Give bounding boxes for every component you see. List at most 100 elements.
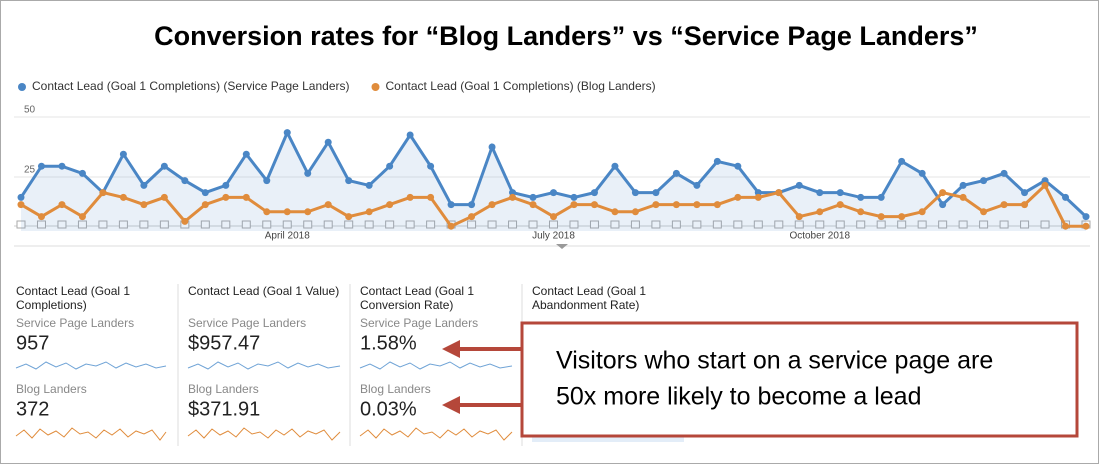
- data-point: [99, 189, 107, 197]
- data-point: [939, 189, 947, 197]
- data-point: [939, 201, 947, 209]
- data-point: [713, 157, 721, 165]
- annotation-icon: [16, 220, 26, 229]
- data-point: [58, 162, 66, 170]
- data-point: [590, 189, 598, 197]
- data-point: [365, 208, 373, 216]
- data-point: [529, 193, 537, 201]
- sparkline: [359, 361, 513, 370]
- annotation-icon: [917, 220, 927, 229]
- annotation-icon: [364, 220, 374, 229]
- data-point: [324, 201, 332, 209]
- data-point: [672, 169, 680, 177]
- annotation-icon: [344, 220, 354, 229]
- data-point: [181, 217, 189, 225]
- data-point: [160, 193, 168, 201]
- data-point: [1000, 201, 1008, 209]
- data-point: [17, 193, 25, 201]
- data-point: [754, 189, 762, 197]
- data-point: [1021, 201, 1029, 209]
- sparkline: [359, 427, 513, 441]
- data-point: [918, 208, 926, 216]
- x-tick-label: October 2018: [789, 231, 850, 242]
- annotation-icon: [241, 220, 251, 229]
- legend-swatch: [18, 83, 26, 91]
- annotation-icon: [815, 220, 825, 229]
- data-point: [795, 181, 803, 189]
- card-header: Abandonment Rate): [532, 298, 639, 312]
- data-point: [754, 193, 762, 201]
- y-tick-label: 50: [24, 105, 36, 116]
- y-tick-label: 25: [24, 165, 36, 176]
- data-point: [509, 189, 517, 197]
- collapse-arrow: [556, 244, 568, 249]
- card-header: Contact Lead (Goal 1: [532, 284, 646, 298]
- annotation-icon: [897, 220, 907, 229]
- x-tick-label: April 2018: [265, 231, 310, 242]
- card-header: Conversion Rate): [360, 298, 453, 312]
- data-point: [1062, 222, 1070, 230]
- card-value: 957: [16, 332, 49, 354]
- annotation-icon: [200, 220, 210, 229]
- annotation-icon: [610, 220, 620, 229]
- data-point: [140, 201, 148, 209]
- annotation-icon: [36, 220, 46, 229]
- annotation-icon: [77, 220, 87, 229]
- callout-text: Visitors who start on a service page are: [556, 347, 993, 375]
- data-point: [201, 189, 209, 197]
- annotation-icon: [323, 220, 333, 229]
- scorecards: Contact Lead (Goal 1Completions)Service …: [16, 284, 646, 446]
- annotation-icon: [221, 220, 231, 229]
- callout-text: 50x more likely to become a lead: [556, 383, 921, 411]
- card-header: Contact Lead (Goal 1 Value): [188, 284, 339, 298]
- data-point: [570, 193, 578, 201]
- data-point: [78, 169, 86, 177]
- data-point: [1082, 213, 1090, 221]
- annotation-icon: [487, 220, 497, 229]
- data-point: [980, 208, 988, 216]
- title: Conversion rates for “Blog Landers” vs “…: [154, 21, 978, 51]
- annotation-icon: [98, 220, 108, 229]
- annotation-icon: [528, 220, 538, 229]
- data-point: [201, 201, 209, 209]
- data-point: [119, 193, 127, 201]
- data-point: [345, 177, 353, 185]
- annotation-icon: [733, 220, 743, 229]
- card-header: Contact Lead (Goal 1: [360, 284, 474, 298]
- annotation-icon: [630, 220, 640, 229]
- annotation-icon: [774, 220, 784, 229]
- sparkline: [15, 361, 167, 370]
- data-point: [590, 201, 598, 209]
- annotation-icon: [794, 220, 804, 229]
- legend-label: Contact Lead (Goal 1 Completions) (Servi…: [32, 79, 350, 93]
- data-point: [427, 162, 435, 170]
- data-point: [181, 177, 189, 185]
- data-point: [1041, 177, 1049, 185]
- data-point: [693, 201, 701, 209]
- data-point: [734, 162, 742, 170]
- annotation-icon: [958, 220, 968, 229]
- annotation-icon: [467, 220, 477, 229]
- data-point: [918, 169, 926, 177]
- data-point: [898, 157, 906, 165]
- data-point: [447, 222, 455, 230]
- data-point: [222, 181, 230, 189]
- card-header: Completions): [16, 298, 87, 312]
- card-value: 372: [16, 398, 49, 420]
- data-point: [775, 189, 783, 197]
- data-point: [119, 150, 127, 158]
- annotation-icon: [405, 220, 415, 229]
- card-value: $371.91: [188, 398, 260, 420]
- data-point: [58, 201, 66, 209]
- x-tick-label: July 2018: [532, 231, 575, 242]
- data-point: [611, 162, 619, 170]
- data-point: [672, 201, 680, 209]
- card-label: Blog Landers: [360, 382, 431, 396]
- data-point: [877, 193, 885, 201]
- data-point: [734, 193, 742, 201]
- card-label: Blog Landers: [16, 382, 87, 396]
- annotation-icon: [692, 220, 702, 229]
- data-point: [17, 201, 25, 209]
- annotation-icon: [999, 220, 1009, 229]
- data-point: [222, 193, 230, 201]
